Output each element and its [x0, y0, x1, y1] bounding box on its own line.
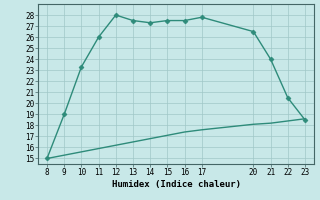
X-axis label: Humidex (Indice chaleur): Humidex (Indice chaleur) [111, 180, 241, 189]
